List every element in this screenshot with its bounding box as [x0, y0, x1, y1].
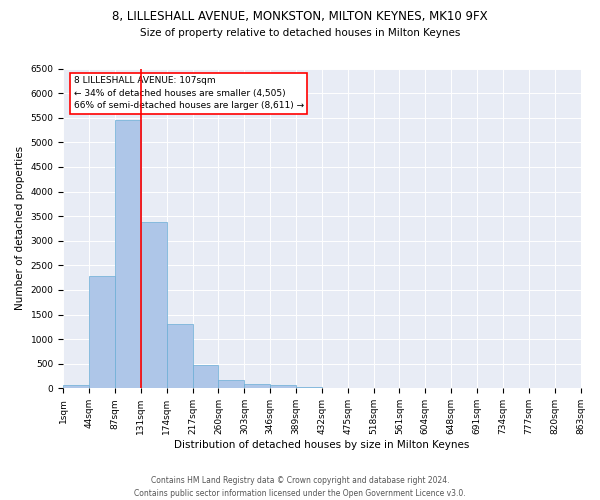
- Bar: [244, 384, 270, 388]
- Bar: [193, 364, 218, 388]
- Bar: [167, 324, 193, 388]
- X-axis label: Distribution of detached houses by size in Milton Keynes: Distribution of detached houses by size …: [174, 440, 470, 450]
- Bar: [218, 380, 244, 388]
- Bar: [89, 276, 115, 388]
- Bar: [63, 385, 89, 388]
- Bar: [270, 385, 296, 388]
- Text: Size of property relative to detached houses in Milton Keynes: Size of property relative to detached ho…: [140, 28, 460, 38]
- Text: 8, LILLESHALL AVENUE, MONKSTON, MILTON KEYNES, MK10 9FX: 8, LILLESHALL AVENUE, MONKSTON, MILTON K…: [112, 10, 488, 23]
- Bar: [141, 222, 167, 388]
- Text: 8 LILLESHALL AVENUE: 107sqm
← 34% of detached houses are smaller (4,505)
66% of : 8 LILLESHALL AVENUE: 107sqm ← 34% of det…: [74, 76, 304, 110]
- Bar: [296, 386, 322, 388]
- Bar: [115, 120, 141, 388]
- Text: Contains HM Land Registry data © Crown copyright and database right 2024.
Contai: Contains HM Land Registry data © Crown c…: [134, 476, 466, 498]
- Y-axis label: Number of detached properties: Number of detached properties: [15, 146, 25, 310]
